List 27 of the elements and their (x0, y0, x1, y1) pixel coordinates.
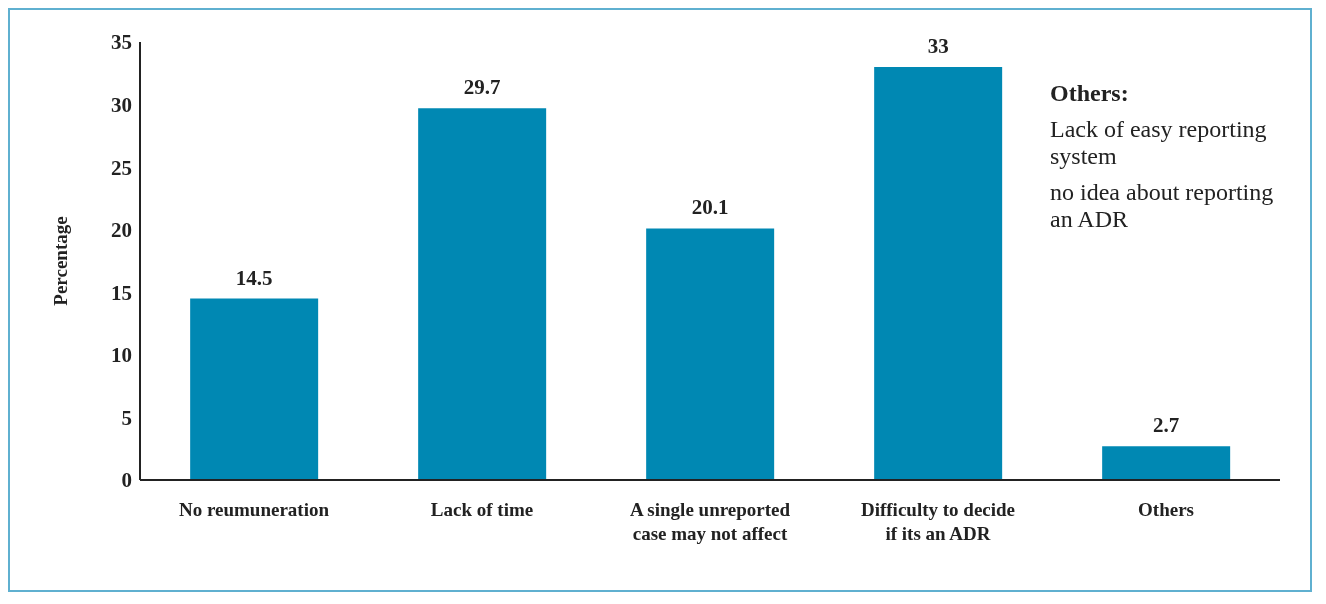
annotation: Others: (1050, 80, 1130, 108)
y-tick-label: 25 (111, 155, 132, 180)
data-label: 33 (927, 34, 949, 59)
y-tick-label: 10 (111, 343, 132, 368)
annotation: Lack of easy reporting system (1050, 115, 1268, 171)
x-tick-label: No reumuneration (178, 499, 330, 520)
y-tick-label: 35 (111, 30, 132, 55)
y-tick-label: 30 (111, 93, 132, 118)
bar (646, 228, 775, 480)
y-tick-label: 20 (111, 218, 132, 243)
bar (418, 108, 547, 480)
x-tick-label: Others (1138, 499, 1194, 520)
y-tick-label: 5 (121, 405, 132, 430)
y-tick-label: 0 (121, 468, 132, 493)
y-tick-label: 15 (111, 280, 132, 305)
data-label: 2.7 (1153, 413, 1180, 438)
data-label: 20.1 (691, 195, 729, 220)
data-label: 29.7 (463, 75, 501, 100)
annotation: no idea about reporting an ADR (1050, 178, 1275, 234)
x-tick-label: Lack of time (430, 499, 534, 520)
bar (874, 67, 1003, 480)
x-tick-label: Difficulty to decide if its an ADR (860, 499, 1016, 544)
bar (1102, 446, 1231, 480)
data-label: 14.5 (235, 265, 273, 290)
bar (190, 298, 319, 480)
y-axis-title: Percentage (49, 216, 71, 306)
x-tick-label: A single unreported case may not affect (629, 499, 791, 544)
